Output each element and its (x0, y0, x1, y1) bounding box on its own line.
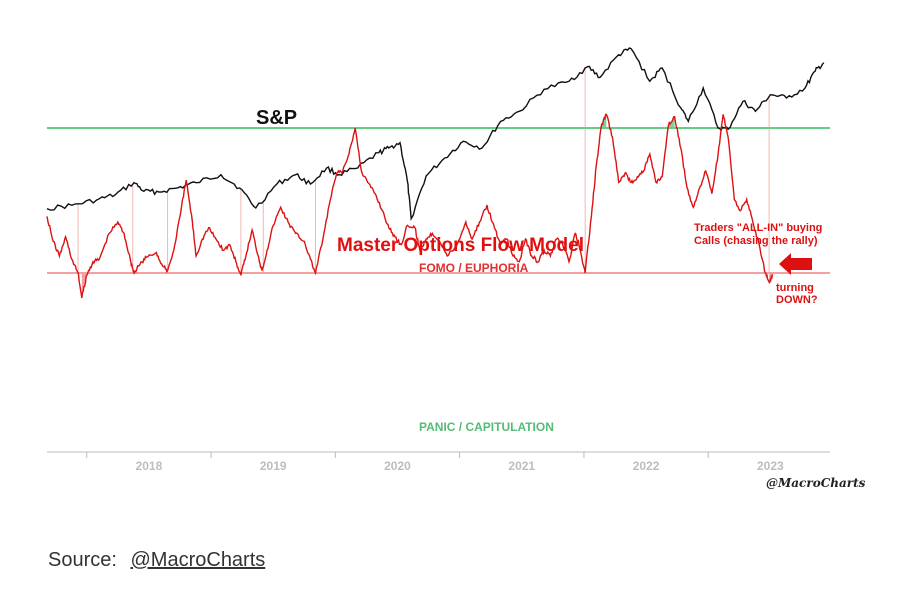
fomo-euphoria-label: FOMO / EUPHORIA (419, 261, 529, 275)
annotation-turning-line-2: DOWN? (776, 294, 818, 306)
x-tick-label: 2020 (384, 459, 411, 473)
options-flow-series-line (46, 113, 774, 298)
annotation-turning-line-1: turning (776, 282, 814, 294)
x-tick-label: 2019 (260, 459, 287, 473)
annotation-traders-line-1: Traders "ALL-IN" buying (694, 222, 822, 234)
source-line: Source: @MacroCharts (48, 549, 265, 572)
sp500-series-line (46, 47, 825, 221)
x-tick-label: 2022 (633, 459, 660, 473)
x-tick-label: 2023 (757, 459, 784, 473)
arrow-left-icon (779, 253, 812, 275)
source-label: Source: (48, 549, 117, 571)
chart-title: Master Options Flow Model (337, 235, 584, 256)
source-link[interactable]: @MacroCharts (130, 549, 266, 571)
x-tick-label: 2021 (508, 459, 535, 473)
sp500-label: S&P (256, 107, 297, 129)
panic-capitulation-label: PANIC / CAPITULATION (419, 420, 554, 434)
vertical-marker-lines (77, 68, 770, 273)
watermark: @MacroCharts (766, 476, 866, 490)
annotation-traders-line-2: Calls (chasing the rally) (694, 235, 818, 247)
x-tick-label: 2018 (136, 459, 163, 473)
x-axis-ticks: 2018 2019 2020 2021 2022 2023 (86, 452, 784, 473)
chart: 2018 2019 2020 2021 2022 2023 S&P Master Opti… (46, 47, 866, 490)
